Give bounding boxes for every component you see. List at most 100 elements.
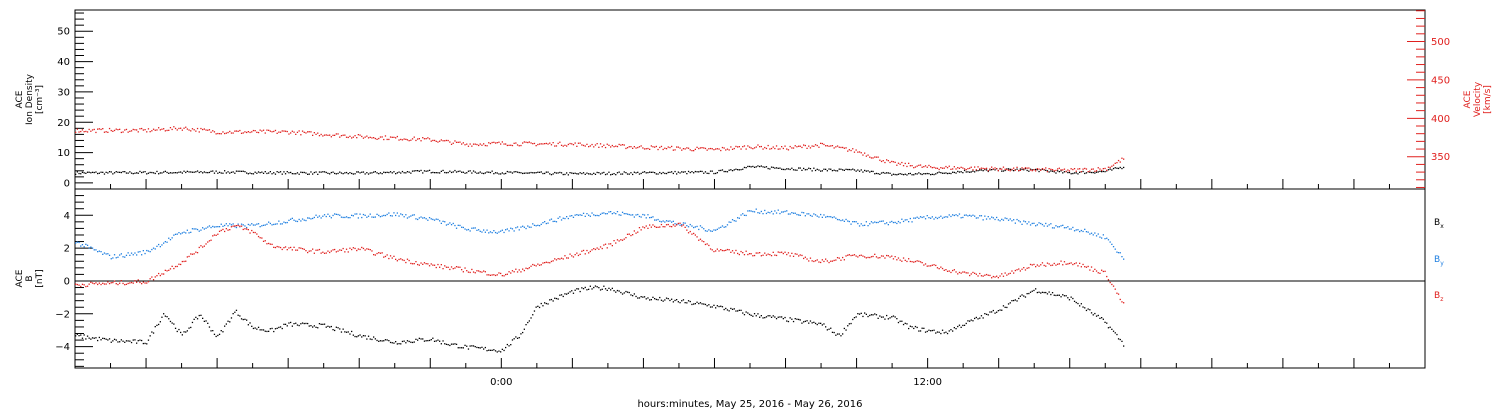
data-point	[847, 325, 849, 327]
data-point	[366, 338, 368, 340]
data-point	[591, 249, 593, 251]
data-point	[897, 220, 900, 223]
data-point	[471, 345, 473, 347]
data-point	[1119, 298, 1121, 301]
data-point	[1112, 164, 1115, 166]
data-point	[323, 323, 326, 325]
data-point	[991, 166, 993, 168]
data-point	[1007, 303, 1010, 305]
data-point	[1011, 168, 1013, 171]
data-point	[102, 171, 104, 173]
data-point	[107, 131, 109, 133]
data-point	[445, 266, 448, 268]
data-point	[967, 320, 969, 322]
data-point	[1046, 225, 1049, 227]
data-point	[1057, 168, 1059, 170]
data-point	[840, 335, 842, 337]
data-point	[887, 160, 889, 162]
data-point	[784, 168, 786, 171]
data-point	[994, 169, 996, 171]
data-point	[599, 289, 602, 291]
data-point	[728, 249, 730, 251]
right-y-tick-label: 400	[1431, 114, 1450, 125]
data-point	[462, 171, 464, 173]
data-point	[335, 173, 337, 175]
data-point	[198, 131, 200, 133]
data-point	[420, 216, 422, 218]
data-point	[103, 337, 106, 340]
data-point	[254, 231, 256, 234]
data-point	[941, 167, 944, 169]
data-point	[804, 215, 806, 217]
data-point	[1016, 166, 1018, 168]
data-point	[782, 168, 784, 171]
data-point	[730, 251, 732, 253]
data-point	[989, 169, 991, 171]
data-point	[384, 255, 387, 258]
data-point	[774, 167, 776, 169]
data-point	[528, 226, 530, 228]
data-point	[864, 256, 866, 258]
data-point	[645, 225, 647, 227]
data-point	[493, 173, 495, 175]
data-point	[466, 270, 468, 272]
data-point	[748, 253, 751, 255]
data-point	[1001, 309, 1003, 311]
data-point	[1050, 223, 1052, 225]
data-point	[870, 256, 873, 258]
data-point	[880, 255, 883, 257]
data-point	[737, 310, 739, 312]
data-point	[156, 170, 158, 173]
data-point	[496, 274, 498, 276]
data-point	[913, 174, 915, 176]
data-point	[259, 329, 261, 331]
data-point	[857, 151, 859, 153]
data-point	[312, 217, 314, 220]
data-point	[144, 282, 146, 284]
data-point	[154, 129, 156, 131]
data-point	[479, 271, 481, 273]
data-point	[97, 128, 99, 130]
data-point	[775, 212, 778, 214]
data-point	[151, 171, 153, 174]
data-point	[293, 246, 295, 248]
data-point	[660, 221, 663, 223]
data-point	[711, 170, 713, 172]
data-point	[430, 172, 432, 174]
data-point	[655, 226, 657, 228]
data-point	[376, 252, 378, 255]
data-point	[755, 146, 757, 148]
data-point	[669, 225, 671, 228]
data-point	[848, 220, 850, 223]
data-point	[178, 127, 180, 130]
data-point	[549, 142, 551, 144]
data-point	[208, 326, 211, 328]
data-point	[134, 280, 136, 282]
data-point	[464, 267, 466, 269]
data-point	[147, 172, 150, 174]
data-point	[1085, 231, 1088, 233]
data-point	[598, 248, 600, 250]
data-point	[992, 217, 994, 219]
data-point	[969, 171, 971, 173]
data-point	[611, 213, 613, 215]
data-point	[364, 249, 366, 251]
data-point	[413, 136, 415, 138]
data-point	[423, 170, 426, 172]
data-point	[1001, 168, 1003, 170]
data-point	[691, 303, 693, 306]
data-point	[1117, 252, 1120, 254]
data-point	[632, 295, 634, 297]
data-point	[284, 246, 287, 248]
data-point	[237, 170, 239, 172]
data-point	[586, 172, 588, 174]
data-point	[152, 172, 155, 174]
data-point	[484, 271, 486, 273]
data-point	[274, 246, 277, 249]
data-point	[420, 338, 422, 340]
data-point	[225, 228, 227, 230]
data-point	[1053, 227, 1055, 229]
data-point	[867, 225, 869, 227]
data-point	[928, 173, 930, 175]
data-point	[977, 275, 979, 277]
